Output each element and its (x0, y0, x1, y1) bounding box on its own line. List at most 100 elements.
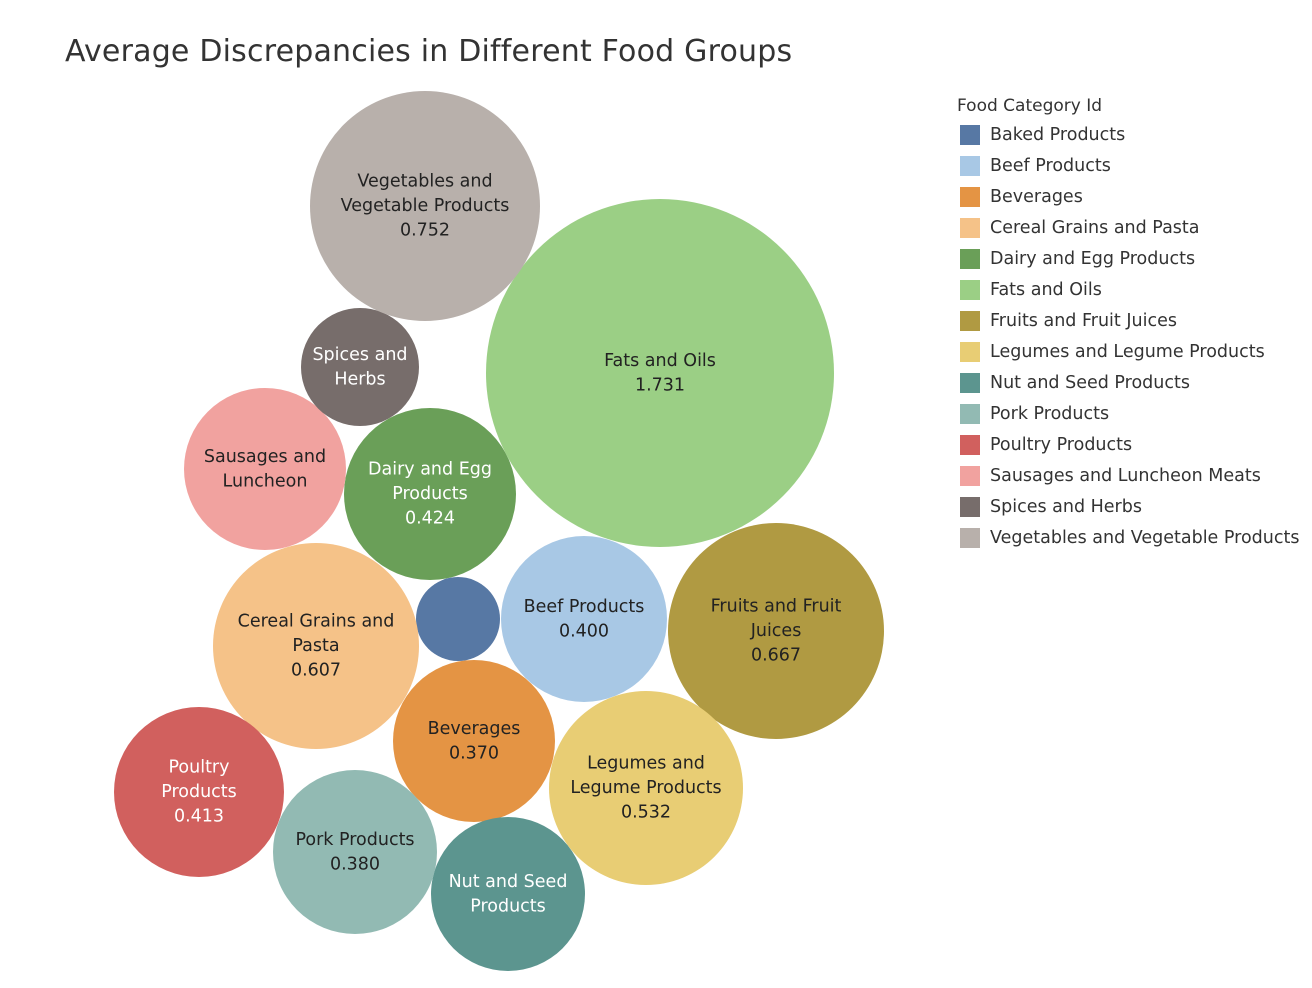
bubble-spices-and-herbs[interactable]: Spices and Herbs (301, 308, 419, 426)
bubble-value-label: 1.731 (635, 375, 685, 395)
legend-swatch (960, 217, 980, 238)
bubble-name-label: Pasta (292, 636, 339, 656)
bubble-name-label: Vegetable Products (341, 196, 510, 216)
bubble-value-label: 0.400 (559, 621, 609, 641)
bubble-circle[interactable] (184, 388, 346, 550)
bubble-beverages[interactable]: Beverages 0.370 (393, 660, 555, 822)
bubble-name-label: Juices (750, 621, 802, 641)
bubble-name-label: Luncheon (223, 471, 308, 491)
bubble-name-label: Beef Products (524, 597, 645, 617)
bubble-name-label: Products (161, 782, 237, 802)
legend-swatch (960, 341, 980, 362)
legend-item[interactable]: Poultry Products (957, 429, 1299, 460)
legend-swatch (960, 496, 980, 517)
bubble-circle[interactable] (213, 543, 419, 749)
bubble-circle[interactable] (501, 536, 667, 702)
bubble-name-label: Beverages (428, 719, 521, 739)
legend-item[interactable]: Dairy and Egg Products (957, 243, 1299, 274)
bubble-name-label: Products (470, 896, 546, 916)
legend-item[interactable]: Beef Products (957, 150, 1299, 181)
bubble-circle[interactable] (486, 199, 834, 547)
legend: Food Category Id Baked Products Beef Prod… (957, 96, 1299, 553)
legend-swatch (960, 124, 980, 145)
bubble-poultry-products[interactable]: Poultry Products 0.413 (114, 707, 284, 877)
bubble-pork-products[interactable]: Pork Products 0.380 (273, 770, 437, 934)
bubble-name-label: Products (392, 484, 468, 504)
bubble-value-label: 0.413 (174, 807, 224, 827)
bubble-circle[interactable] (310, 91, 540, 321)
legend-label: Spices and Herbs (990, 496, 1142, 517)
legend-label: Legumes and Legume Products (990, 341, 1265, 362)
legend-item[interactable]: Legumes and Legume Products (957, 336, 1299, 367)
bubble-name-label: Herbs (334, 369, 385, 389)
legend-swatch (960, 310, 980, 331)
bubble-legumes-and-legume-products[interactable]: Legumes and Legume Products 0.532 (549, 691, 743, 885)
legend-label: Baked Products (990, 124, 1126, 145)
legend-swatch (960, 527, 980, 548)
legend-label: Sausages and Luncheon Meats (990, 465, 1261, 486)
legend-label: Beef Products (990, 155, 1111, 176)
legend-item[interactable]: Sausages and Luncheon Meats (957, 460, 1299, 491)
bubble-chart: Beef Products 0.400 Beverages 0.370 Cereal G… (114, 91, 884, 971)
legend-label: Poultry Products (990, 434, 1133, 455)
bubble-name-label: Nut and Seed (449, 872, 568, 892)
bubble-name-label: Spices and (312, 345, 407, 365)
legend-item[interactable]: Fruits and Fruit Juices (957, 305, 1299, 336)
bubble-circle[interactable] (431, 817, 585, 971)
legend-item[interactable]: Nut and Seed Products (957, 367, 1299, 398)
legend-item[interactable]: Beverages (957, 181, 1299, 212)
legend-label: Dairy and Egg Products (990, 248, 1196, 269)
bubble-circle[interactable] (393, 660, 555, 822)
bubble-circle[interactable] (344, 408, 516, 580)
bubble-cereal-grains-and-pasta[interactable]: Cereal Grains and Pasta 0.607 (213, 543, 419, 749)
legend-swatch (960, 248, 980, 269)
bubble-value-label: 0.607 (291, 661, 341, 681)
legend-label: Nut and Seed Products (990, 372, 1190, 393)
legend-item[interactable]: Vegetables and Vegetable Products (957, 522, 1299, 553)
bubble-circle[interactable] (114, 707, 284, 877)
bubble-sausages-and-luncheon-meats[interactable]: Sausages and Luncheon (184, 388, 346, 550)
bubble-name-label: Fruits and Fruit (711, 597, 842, 617)
bubble-value-label: 0.424 (405, 509, 455, 529)
legend-item[interactable]: Cereal Grains and Pasta (957, 212, 1299, 243)
bubble-circle[interactable] (549, 691, 743, 885)
bubble-value-label: 0.532 (621, 803, 671, 823)
legend-label: Beverages (990, 186, 1083, 207)
bubble-name-label: Poultry (168, 758, 229, 778)
chart-title: Average Discrepancies in Different Food … (65, 34, 793, 69)
bubble-beef-products[interactable]: Beef Products 0.400 (501, 536, 667, 702)
legend-item[interactable]: Fats and Oils (957, 274, 1299, 305)
legend-swatch (960, 434, 980, 455)
bubble-fats-and-oils[interactable]: Fats and Oils 1.731 (486, 199, 834, 547)
bubble-name-label: Pork Products (295, 830, 414, 850)
legend-swatch (960, 403, 980, 424)
bubble-name-label: Vegetables and (357, 172, 492, 192)
legend-swatch (960, 465, 980, 486)
bubble-circle[interactable] (301, 308, 419, 426)
bubble-name-label: Legumes and (587, 754, 705, 774)
legend-label: Fruits and Fruit Juices (990, 310, 1177, 331)
legend-label: Vegetables and Vegetable Products (990, 527, 1300, 548)
bubble-dairy-and-egg-products[interactable]: Dairy and Egg Products 0.424 (344, 408, 516, 580)
legend-items: Baked Products Beef Products Beverages Cere… (957, 119, 1299, 553)
bubble-name-label: Sausages and (204, 447, 326, 467)
legend-item[interactable]: Baked Products (957, 119, 1299, 150)
bubble-name-label: Cereal Grains and (238, 612, 395, 632)
bubble-nut-and-seed-products[interactable]: Nut and Seed Products (431, 817, 585, 971)
bubble-circle[interactable] (273, 770, 437, 934)
bubble-value-label: 0.667 (751, 646, 801, 666)
bubble-value-label: 0.370 (449, 743, 499, 763)
legend-item[interactable]: Pork Products (957, 398, 1299, 429)
legend-item[interactable]: Spices and Herbs (957, 491, 1299, 522)
legend-swatch (960, 279, 980, 300)
bubble-fruits-and-fruit-juices[interactable]: Fruits and Fruit Juices 0.667 (668, 523, 884, 739)
legend-label: Fats and Oils (990, 279, 1102, 300)
bubble-vegetables-and-vegetable-products[interactable]: Vegetables and Vegetable Products 0.752 (310, 91, 540, 321)
bubble-circle[interactable] (416, 577, 500, 661)
bubble-baked-products[interactable] (416, 577, 500, 661)
legend-swatch (960, 186, 980, 207)
bubble-circle[interactable] (668, 523, 884, 739)
bubble-name-label: Dairy and Egg (368, 460, 492, 480)
bubble-name-label: Fats and Oils (604, 351, 716, 371)
legend-title: Food Category Id (957, 96, 1103, 116)
